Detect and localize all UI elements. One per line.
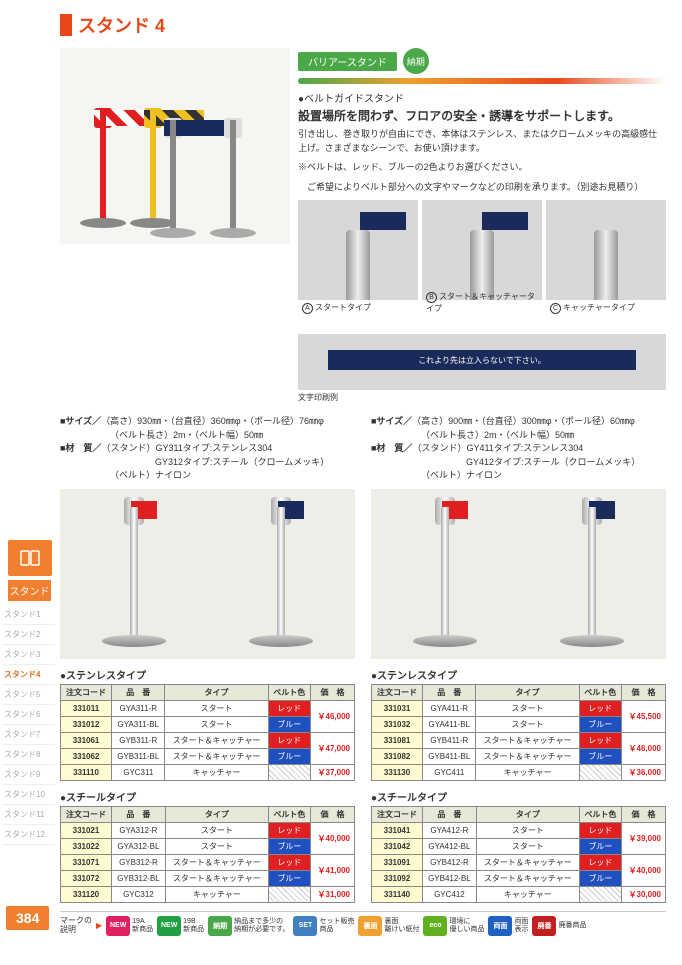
type-box: Aスタートタイプ — [298, 200, 418, 300]
category-badge: バリアースタンド — [298, 52, 397, 71]
table-row: 331082GYB411-BLスタート＆キャッチャーブルー — [372, 748, 666, 764]
table-row: 331091GYB412-Rスタート＆キャッチャーレッド￥40,000 — [372, 854, 666, 870]
table-row: 331092GYB412-BLスタート＆キャッチャーブルー — [372, 870, 666, 886]
sidebar-item[interactable]: スタンド6 — [2, 705, 55, 725]
sidebar-main-label: スタンド — [8, 580, 51, 601]
legend-icon: SET — [293, 916, 317, 936]
footer-legend-item: 納期納品まで多少の 納期が必要です。 — [208, 916, 289, 936]
type-box: Cキャッチャータイプ — [546, 200, 666, 300]
table-row: 331041GYA412-Rスタートレッド￥39,000 — [372, 822, 666, 838]
table-title: ●ステンレスタイプ — [60, 667, 355, 682]
specs-right: ■サイズ／（高さ）900㎜・（台直径）300㎜φ・（ポール径）60㎜φ （ベルト… — [371, 415, 666, 483]
table-title: ●ステンレスタイプ — [371, 667, 666, 682]
sidebar: スタンド スタンド1スタンド2スタンド3スタンド4スタンド5スタンド6スタンド7… — [0, 540, 55, 845]
legend-icon: 廃番 — [532, 916, 556, 936]
product-description-3: ご希望によりベルト部分への文字やマークなどの印刷を承ります。（別途お見積り） — [298, 181, 666, 195]
footer-intro: マークの 説明 — [60, 917, 92, 935]
legend-icon: eco — [423, 916, 447, 936]
price-table: 注文コード品 番タイプベルト色価 格331041GYA412-Rスタートレッド￥… — [371, 806, 666, 903]
print-example-box: これより先は立入らないで下さい。 — [298, 334, 666, 390]
title-accent-bar — [60, 14, 72, 36]
legend-icon: NEW — [157, 916, 181, 936]
price-table: 注文コード品 番タイプベルト色価 格331021GYA312-Rスタートレッド￥… — [60, 806, 355, 903]
print-example-label: 文字印刷例 — [298, 392, 666, 403]
footer-legend-item: NEW19B 新商品 — [157, 916, 204, 936]
table-row: 331022GYA312-BLスタートブルー — [61, 838, 355, 854]
specs-left: ■サイズ／（高さ）930㎜・（台直径）360㎜φ・（ポール径）76㎜φ （ベルト… — [60, 415, 355, 483]
sidebar-item[interactable]: スタンド4 — [2, 665, 55, 685]
table-row: 331140GYC412キャッチャー￥30,000 — [372, 886, 666, 902]
footer-legend-item: SETセット販売 商品 — [293, 916, 354, 936]
sidebar-item[interactable]: スタンド8 — [2, 745, 55, 765]
table-row: 331071GYB312-Rスタート＆キャッチャーレッド￥41,000 — [61, 854, 355, 870]
sidebar-item[interactable]: スタンド1 — [2, 605, 55, 625]
price-table: 注文コード品 番タイプベルト色価 格331011GYA311-Rスタートレッド￥… — [60, 684, 355, 781]
product-description-1: 引き出し、巻き取りが自由にでき、本体はステンレス、またはクロームメッキの高級感仕… — [298, 128, 666, 155]
table-row: 331032GYA411-BLスタートブルー — [372, 716, 666, 732]
delivery-badge-icon: 納期 — [403, 48, 429, 74]
product-description-2: ※ベルトは、レッド、ブルーの2色よりお選びください。 — [298, 161, 666, 175]
table-row: 331011GYA311-Rスタートレッド￥46,000 — [61, 700, 355, 716]
legend-icon: 納期 — [208, 916, 232, 936]
table-row: 331110GYC311キャッチャー￥37,000 — [61, 764, 355, 780]
footer-legend-item: 廃番廃番商品 — [532, 916, 586, 936]
table-row: 331012GYA311-BLスタートブルー — [61, 716, 355, 732]
sidebar-item[interactable]: スタンド9 — [2, 765, 55, 785]
sidebar-item[interactable]: スタンド12 — [2, 825, 55, 845]
type-box: Bスタート＆キャッチャータイプ — [422, 200, 542, 300]
legend-icon: NEW — [106, 916, 130, 936]
table-row: 331072GYB312-BLスタート＆キャッチャーブルー — [61, 870, 355, 886]
footer-legend: マークの 説明 ▶ NEW19A 新商品NEW19B 新商品納期納品まで多少の … — [60, 911, 666, 936]
sidebar-item[interactable]: スタンド5 — [2, 685, 55, 705]
product-headline: 設置場所を問わず、フロアの安全・誘導をサポートします。 — [298, 107, 666, 124]
legend-icon: 裏面 — [358, 916, 382, 936]
page-number-badge: 384 — [6, 906, 49, 930]
footer-legend-item: 両面両面 表示 — [488, 916, 528, 936]
legend-icon: 両面 — [488, 916, 512, 936]
table-row: 331021GYA312-Rスタートレッド￥40,000 — [61, 822, 355, 838]
sidebar-item[interactable]: スタンド11 — [2, 805, 55, 825]
sidebar-item[interactable]: スタンド2 — [2, 625, 55, 645]
table-row: 331081GYB411-Rスタート＆キャッチャーレッド￥46,000 — [372, 732, 666, 748]
sidebar-category-icon — [8, 540, 52, 576]
price-table: 注文コード品 番タイプベルト色価 格331031GYA411-Rスタートレッド￥… — [371, 684, 666, 781]
footer-legend-item: eco環境に 優しい商品 — [423, 916, 484, 936]
sidebar-item[interactable]: スタンド10 — [2, 785, 55, 805]
page-title: スタンド 4 — [78, 12, 165, 38]
footer-legend-item: 裏面裏面 離けい紙付 — [358, 916, 419, 936]
print-example-belt: これより先は立入らないで下さい。 — [328, 350, 636, 370]
footer-legend-item: NEW19A 新商品 — [106, 916, 153, 936]
stand-image-left — [60, 489, 355, 659]
table-row: 331031GYA411-Rスタートレッド￥45,500 — [372, 700, 666, 716]
sidebar-item[interactable]: スタンド7 — [2, 725, 55, 745]
table-row: 331061GYB311-Rスタート＆キャッチャーレッド￥47,000 — [61, 732, 355, 748]
table-row: 331062GYB311-BLスタート＆キャッチャーブルー — [61, 748, 355, 764]
table-title: ●スチールタイプ — [60, 789, 355, 804]
stand-image-right — [371, 489, 666, 659]
product-photo — [60, 48, 290, 244]
gradient-divider — [298, 78, 666, 84]
table-row: 331130GYC411キャッチャー￥36,000 — [372, 764, 666, 780]
product-subtitle: ●ベルトガイドスタンド — [298, 90, 666, 105]
table-row: 331042GYA412-BLスタートブルー — [372, 838, 666, 854]
sidebar-item[interactable]: スタンド3 — [2, 645, 55, 665]
table-row: 331120GYC312キャッチャー￥31,000 — [61, 886, 355, 902]
page-title-row: スタンド 4 — [60, 12, 666, 38]
table-title: ●スチールタイプ — [371, 789, 666, 804]
